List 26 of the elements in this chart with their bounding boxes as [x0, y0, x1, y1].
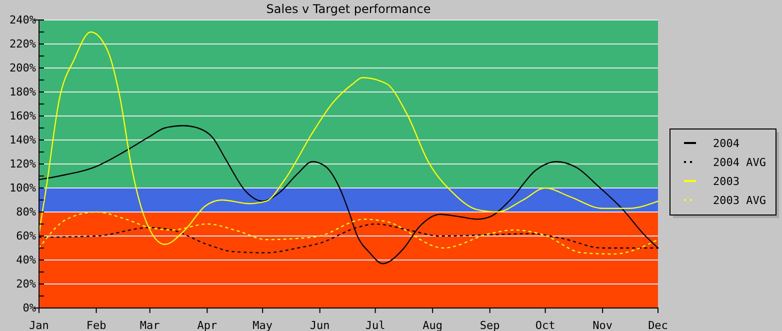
y-tick-label: 240%: [10, 14, 36, 27]
y-tick-label: 180%: [10, 86, 36, 99]
x-tick-label: Dec: [648, 319, 668, 331]
x-tick-label: Nov: [592, 319, 613, 331]
y-tick-label: 60%: [16, 230, 36, 243]
x-tick-label: Jun: [310, 319, 330, 331]
y-tick-label: 140%: [10, 134, 36, 147]
legend-label: 2003 AVG: [713, 194, 766, 207]
x-tick-label: Mar: [140, 319, 160, 331]
y-tick-label: 20%: [16, 278, 36, 291]
legend-label: 2004: [713, 137, 740, 150]
y-tick-label: 160%: [10, 110, 36, 123]
y-tick-label: 0%: [22, 302, 36, 315]
x-tick-label: Oct: [535, 319, 556, 331]
y-tick-label: 80%: [16, 206, 36, 219]
y-tick-label: 100%: [10, 182, 36, 195]
legend-label: 2003: [713, 175, 740, 188]
x-tick-label: Feb: [86, 319, 106, 331]
y-tick-label: 220%: [10, 38, 36, 51]
chart-title: Sales v Target performance: [266, 2, 431, 16]
x-tick-label: Jul: [365, 319, 386, 331]
y-tick-label: 40%: [16, 254, 36, 267]
y-tick-label: 120%: [10, 158, 36, 171]
legend-label: 2004 AVG: [713, 156, 766, 169]
x-tick-label: Jan: [29, 319, 49, 331]
y-tick-label: 200%: [10, 62, 36, 75]
